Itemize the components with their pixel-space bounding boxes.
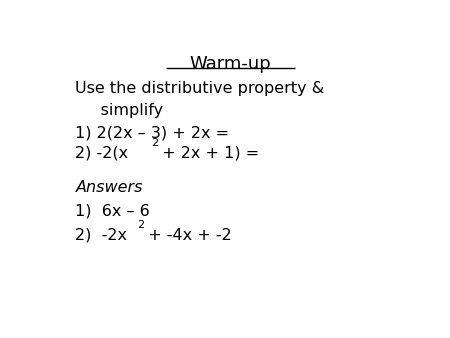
- Text: 2)  -2x: 2) -2x: [76, 228, 127, 243]
- Text: 2) -2(x: 2) -2(x: [76, 146, 129, 161]
- Text: 2: 2: [151, 138, 158, 148]
- Text: Answers: Answers: [76, 180, 143, 195]
- Text: 1) 2(2x – 3) + 2x =: 1) 2(2x – 3) + 2x =: [76, 125, 230, 140]
- Text: + 2x + 1) =: + 2x + 1) =: [158, 146, 260, 161]
- Text: 1)  6x – 6: 1) 6x – 6: [76, 203, 150, 218]
- Text: + -4x + -2: + -4x + -2: [143, 228, 231, 243]
- Text: Use the distributive property &: Use the distributive property &: [76, 81, 325, 96]
- Text: 2: 2: [137, 220, 144, 230]
- Text: simplify: simplify: [76, 103, 163, 118]
- Text: Warm-up: Warm-up: [190, 55, 271, 73]
